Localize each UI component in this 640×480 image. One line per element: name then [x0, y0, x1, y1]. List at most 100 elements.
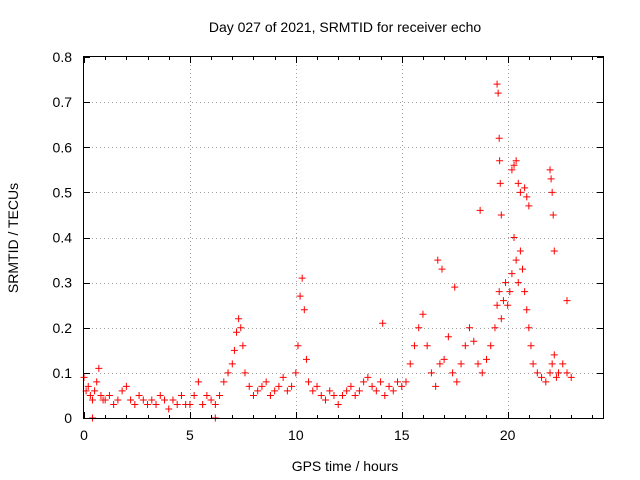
data-point: [497, 211, 505, 219]
data-point: [194, 378, 202, 386]
data-point: [525, 324, 533, 332]
data-point: [394, 378, 402, 386]
x-tick-label: 20: [500, 427, 516, 443]
y-tick-label: 0.6: [53, 139, 73, 155]
data-point: [502, 279, 510, 287]
y-tick-label: 0: [64, 410, 72, 426]
y-axis-title: SRMTID / TECUs: [5, 183, 21, 293]
data-point: [220, 378, 228, 386]
data-point: [415, 324, 423, 332]
data-point: [88, 396, 96, 404]
grid-lines: [84, 57, 603, 418]
data-point: [497, 315, 505, 323]
data-point: [139, 396, 147, 404]
data-point: [381, 391, 389, 399]
data-point: [521, 184, 529, 192]
data-point: [410, 342, 418, 350]
y-tick-label: 0.7: [53, 94, 73, 110]
data-point: [237, 324, 245, 332]
data-point: [491, 324, 499, 332]
data-point: [211, 400, 219, 408]
data-point: [110, 400, 118, 408]
y-tick-label: 0.4: [53, 230, 73, 246]
data-point: [127, 396, 135, 404]
data-point: [519, 265, 527, 273]
data-point: [343, 387, 351, 395]
data-point: [266, 391, 274, 399]
data-point: [555, 369, 563, 377]
data-point: [478, 369, 486, 377]
data-point: [508, 270, 516, 278]
data-point: [190, 391, 198, 399]
plot-frame: [83, 56, 604, 419]
data-point: [521, 288, 529, 296]
data-point: [440, 355, 448, 363]
data-point: [326, 387, 334, 395]
data-point: [419, 310, 427, 318]
data-point: [457, 360, 465, 368]
data-point: [283, 387, 291, 395]
data-point: [495, 288, 503, 296]
data-point: [177, 391, 185, 399]
data-point: [235, 315, 243, 323]
data-point: [298, 274, 306, 282]
y-tick-label: 0.2: [53, 320, 73, 336]
data-point: [538, 373, 546, 381]
data-point: [228, 360, 236, 368]
data-point: [567, 373, 575, 381]
data-point: [461, 342, 469, 350]
data-point: [550, 351, 558, 359]
data-point: [516, 247, 524, 255]
data-point: [152, 400, 160, 408]
data-point: [548, 360, 556, 368]
x-axis-ticks: 0 5 10 15 20: [80, 57, 593, 443]
data-point: [542, 378, 550, 386]
y-tick-label: 0.1: [53, 365, 73, 381]
data-point: [97, 391, 105, 399]
data-point: [360, 378, 368, 386]
data-point: [398, 382, 406, 390]
data-point: [546, 166, 554, 174]
data-point: [427, 369, 435, 377]
data-point: [95, 364, 103, 372]
data-point: [493, 80, 501, 88]
data-point: [510, 161, 518, 169]
data-point: [91, 387, 99, 395]
data-point: [508, 166, 516, 174]
data-point: [86, 391, 94, 399]
data-point: [230, 346, 238, 354]
data-point: [262, 378, 270, 386]
data-point: [271, 387, 279, 395]
data-points: [80, 80, 575, 422]
y-axis-ticks: 0 0.1 0.2 0.3 0.4 0.5 0.6 0.7 0.8: [53, 49, 603, 426]
data-point: [239, 342, 247, 350]
data-point: [512, 157, 520, 165]
data-point: [449, 369, 457, 377]
data-point: [432, 382, 440, 390]
data-point: [351, 391, 359, 399]
data-point: [105, 391, 113, 399]
data-point: [302, 355, 310, 363]
data-point: [317, 391, 325, 399]
data-point: [169, 396, 177, 404]
data-point: [389, 387, 397, 395]
data-point: [438, 265, 446, 273]
data-point: [514, 179, 522, 187]
data-point: [549, 211, 557, 219]
data-point: [436, 360, 444, 368]
x-axis-title: GPS time / hours: [292, 458, 399, 474]
data-point: [93, 378, 101, 386]
data-point: [233, 328, 241, 336]
data-point: [203, 391, 211, 399]
data-point: [499, 297, 507, 305]
data-point: [144, 400, 152, 408]
data-point: [347, 382, 355, 390]
data-point: [313, 382, 321, 390]
data-point: [131, 400, 139, 408]
data-point: [451, 283, 459, 291]
data-point: [372, 387, 380, 395]
data-point: [494, 89, 502, 97]
data-point: [529, 360, 537, 368]
data-point: [466, 324, 474, 332]
